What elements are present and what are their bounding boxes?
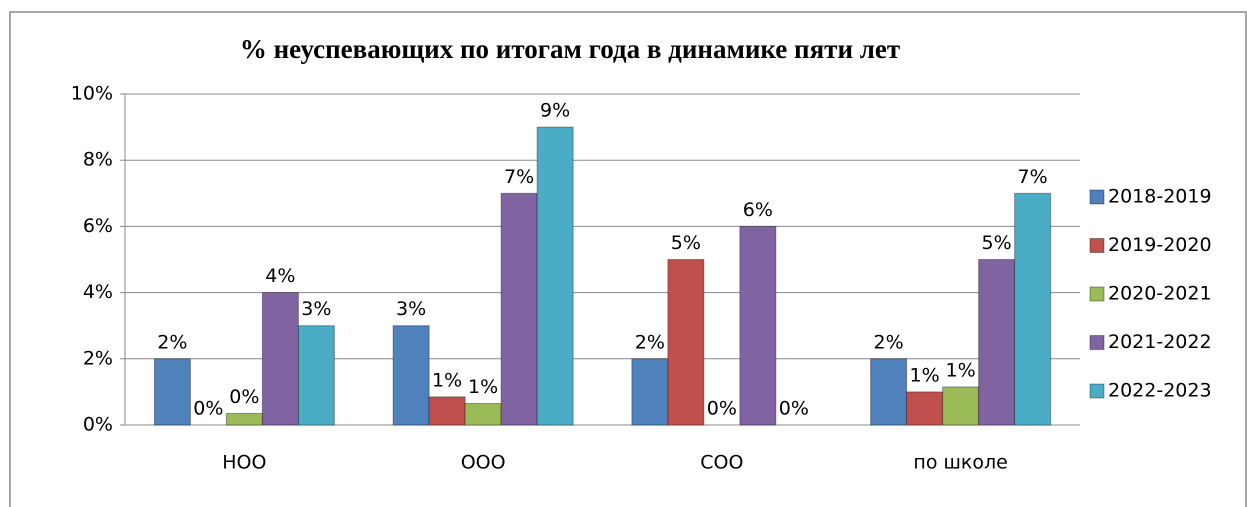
- data-label: 0%: [779, 398, 809, 420]
- bar: [500, 192, 538, 426]
- data-label: 0%: [707, 398, 737, 420]
- legend-label: 2022-2023: [1108, 380, 1212, 402]
- x-tick-label: по школе: [913, 452, 1007, 474]
- data-label: 2%: [635, 331, 665, 353]
- legend-swatch: [1089, 189, 1105, 205]
- legend-label: 2021-2022: [1108, 331, 1212, 353]
- legend-swatch: [1089, 383, 1105, 399]
- x-tick-label: ООО: [461, 452, 506, 474]
- y-tick-label: 8%: [83, 149, 113, 171]
- y-tick-label: 0%: [83, 414, 113, 436]
- data-label: 1%: [432, 369, 462, 391]
- legend-swatch: [1089, 286, 1105, 302]
- data-label: 0%: [193, 398, 223, 420]
- bar: [464, 402, 502, 426]
- data-label: 1%: [468, 376, 498, 398]
- bar: [297, 325, 335, 426]
- data-label: 2%: [157, 331, 187, 353]
- data-label: 1%: [946, 359, 976, 381]
- y-tick-label: 4%: [83, 281, 113, 303]
- legend-label: 2019-2020: [1108, 234, 1212, 256]
- data-label: 5%: [671, 232, 701, 254]
- y-tick-label: 6%: [83, 215, 113, 237]
- bar: [536, 126, 574, 426]
- data-label: 0%: [229, 386, 259, 408]
- bar: [667, 259, 705, 426]
- data-label: 2%: [874, 331, 904, 353]
- bar: [225, 412, 263, 426]
- bar: [906, 391, 944, 426]
- data-label: 3%: [396, 298, 426, 320]
- legend-label: 2020-2021: [1108, 283, 1212, 305]
- data-label: 5%: [982, 232, 1012, 254]
- bar: [1014, 192, 1052, 426]
- chart-frame: [9, 11, 1247, 507]
- data-label: 4%: [265, 265, 295, 287]
- chart-title: % неуспевающих по итогам года в динамике…: [240, 34, 900, 64]
- bar: [739, 225, 777, 426]
- data-label: 1%: [910, 364, 940, 386]
- x-tick-label: СОО: [700, 452, 743, 474]
- bar: [153, 358, 191, 426]
- data-label: 9%: [540, 100, 570, 122]
- y-tick-label: 10%: [71, 83, 113, 105]
- data-label: 3%: [301, 298, 331, 320]
- bar: [942, 386, 980, 426]
- data-label: 7%: [1018, 166, 1048, 188]
- bar: [392, 325, 430, 426]
- bar: [261, 292, 299, 426]
- legend-swatch: [1089, 335, 1105, 350]
- bar: [978, 259, 1016, 426]
- y-tick-label: 2%: [83, 347, 113, 369]
- data-label: 6%: [743, 199, 773, 221]
- data-label: 7%: [504, 166, 534, 188]
- legend-label: 2018-2019: [1108, 186, 1212, 208]
- bar: [428, 396, 466, 426]
- x-tick-label: НОО: [222, 452, 266, 474]
- bar: [631, 358, 669, 426]
- bar: [870, 358, 908, 426]
- legend-swatch: [1089, 238, 1105, 253]
